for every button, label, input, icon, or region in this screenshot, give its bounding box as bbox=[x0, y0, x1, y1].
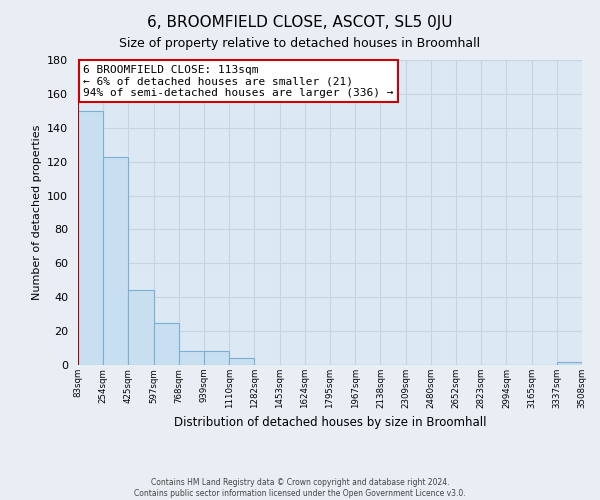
Bar bbox=[78, 111, 103, 365]
Bar bbox=[179, 352, 204, 365]
Text: 6, BROOMFIELD CLOSE, ASCOT, SL5 0JU: 6, BROOMFIELD CLOSE, ASCOT, SL5 0JU bbox=[147, 15, 453, 30]
Bar bbox=[154, 322, 179, 365]
Bar bbox=[128, 290, 154, 365]
Bar bbox=[103, 156, 128, 365]
Text: Size of property relative to detached houses in Broomhall: Size of property relative to detached ho… bbox=[119, 38, 481, 51]
Text: 6 BROOMFIELD CLOSE: 113sqm
← 6% of detached houses are smaller (21)
94% of semi-: 6 BROOMFIELD CLOSE: 113sqm ← 6% of detac… bbox=[83, 64, 394, 98]
X-axis label: Distribution of detached houses by size in Broomhall: Distribution of detached houses by size … bbox=[174, 416, 486, 430]
Bar bbox=[557, 362, 582, 365]
Bar bbox=[229, 358, 254, 365]
Text: Contains HM Land Registry data © Crown copyright and database right 2024.
Contai: Contains HM Land Registry data © Crown c… bbox=[134, 478, 466, 498]
Bar bbox=[204, 352, 229, 365]
Y-axis label: Number of detached properties: Number of detached properties bbox=[32, 125, 41, 300]
